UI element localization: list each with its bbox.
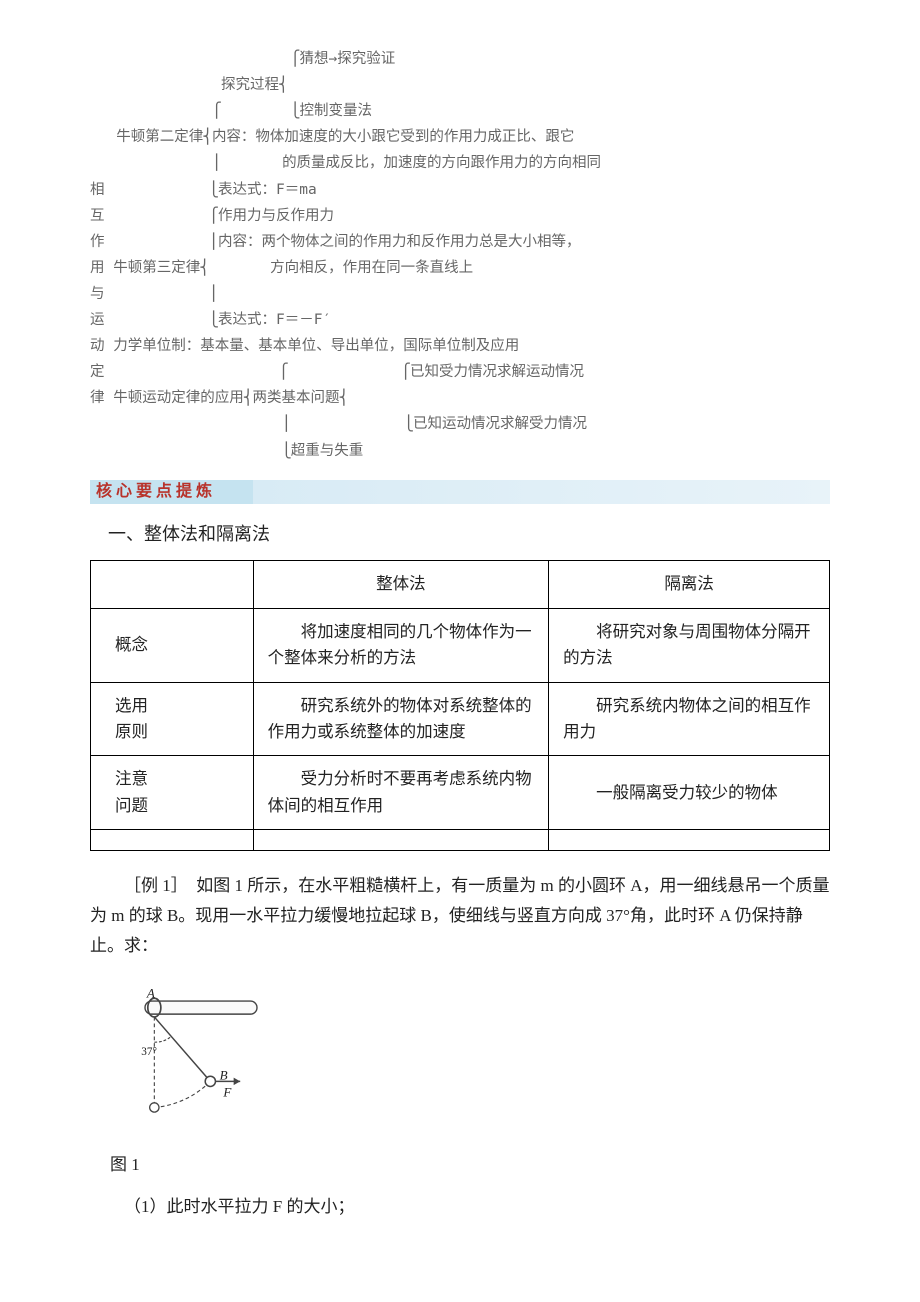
cell-isolation: 一般隔离受力较少的物体: [549, 756, 830, 830]
comparison-table: 整体法 隔离法 概念 将加速度相同的几个物体作为一个整体来分析的方法 将研究对象…: [90, 560, 830, 851]
section-banner-text: 核心要点提炼: [90, 479, 216, 505]
diagram-line: 牛顿第二定律⎨内容：物体加速度的大小跟它受到的作用力成正比、跟它: [90, 129, 574, 145]
diagram-line: 作 ⎪内容：两个物体之间的作用力和反作用力总是大小相等，: [90, 234, 581, 250]
diagram-line: ⎧猜想→探究验证: [90, 51, 395, 67]
cell-overall: 受力分析时不要再考虑系统内物体间的相互作用: [253, 756, 549, 830]
section-banner: 核心要点提炼: [90, 480, 830, 504]
diagram-line: 用 牛顿第三定律⎨ 方向相反，作用在同一条直线上: [90, 260, 473, 276]
diagram-line: 相 ⎩表达式：F＝ma: [90, 182, 317, 198]
table-header-blank: [91, 561, 254, 608]
cell-overall: 研究系统外的物体对系统整体的作用力或系统整体的加速度: [253, 682, 549, 756]
label-b: B: [220, 1068, 228, 1083]
table-empty-row: [91, 830, 830, 851]
table-row: 选用 原则 研究系统外的物体对系统整体的作用力或系统整体的加速度 研究系统内物体…: [91, 682, 830, 756]
table-header-overall: 整体法: [253, 561, 549, 608]
swing-arc: [154, 1082, 210, 1108]
string-line: [154, 1017, 210, 1081]
cell-isolation: 将研究对象与周围物体分隔开的方法: [549, 608, 830, 682]
bar-shape: [145, 1001, 257, 1014]
cell-isolation: 研究系统内物体之间的相互作用力: [549, 682, 830, 756]
diagram-line: ⎪ 的质量成反比，加速度的方向跟作用力的方向相同: [90, 155, 601, 171]
heading-1: 一、整体法和隔离法: [108, 520, 830, 549]
row-label: 注意 问题: [91, 756, 254, 830]
diagram-line: 运 ⎩表达式：F＝－F′: [90, 312, 331, 328]
angle-label: 37°: [141, 1047, 157, 1059]
row-label: 概念: [91, 608, 254, 682]
diagram-line: ⎪ ⎩已知运动情况求解受力情况: [90, 416, 587, 432]
example-1-text: ［例 1］ 如图 1 所示，在水平粗糙横杆上，有一质量为 m 的小圆环 A，用一…: [90, 871, 830, 960]
diagram-line: 与 ⎪: [90, 286, 218, 302]
angle-arc: [154, 1037, 171, 1043]
concept-tree-diagram: ⎧猜想→探究验证 探究过程⎨ ⎧ ⎩控制变量法 牛顿第二定律⎨内容：物体加速度的…: [90, 20, 830, 464]
rest-position-circle: [150, 1103, 159, 1112]
diagram-line: 定 ⎧ ⎧已知受力情况求解运动情况: [90, 364, 584, 380]
diagram-line: 动 力学单位制：基本量、基本单位、导出单位，国际单位制及应用: [90, 338, 519, 354]
diagram-line: ⎩超重与失重: [90, 443, 363, 459]
table-row: 注意 问题 受力分析时不要再考虑系统内物体间的相互作用 一般隔离受力较少的物体: [91, 756, 830, 830]
figure-1-diagram: A 37° B F: [126, 988, 276, 1128]
cell-overall: 将加速度相同的几个物体作为一个整体来分析的方法: [253, 608, 549, 682]
table-row: 概念 将加速度相同的几个物体作为一个整体来分析的方法 将研究对象与周围物体分隔开…: [91, 608, 830, 682]
label-f: F: [222, 1085, 232, 1100]
diagram-line: 互 ⎧作用力与反作用力: [90, 208, 334, 224]
label-a: A: [146, 988, 156, 1000]
table-header-isolation: 隔离法: [549, 561, 830, 608]
diagram-line: 探究过程⎨: [90, 77, 288, 93]
diagram-line: 律 牛顿运动定律的应用⎨两类基本问题⎨: [90, 390, 348, 406]
question-1: （1）此时水平拉力 F 的大小；: [90, 1192, 830, 1222]
diagram-line: ⎧ ⎩控制变量法: [90, 103, 372, 119]
figure-1-caption: 图 1: [110, 1151, 830, 1178]
table-header-row: 整体法 隔离法: [91, 561, 830, 608]
row-label: 选用 原则: [91, 682, 254, 756]
force-arrow-head: [234, 1078, 241, 1085]
ball-b-shape: [205, 1077, 215, 1087]
